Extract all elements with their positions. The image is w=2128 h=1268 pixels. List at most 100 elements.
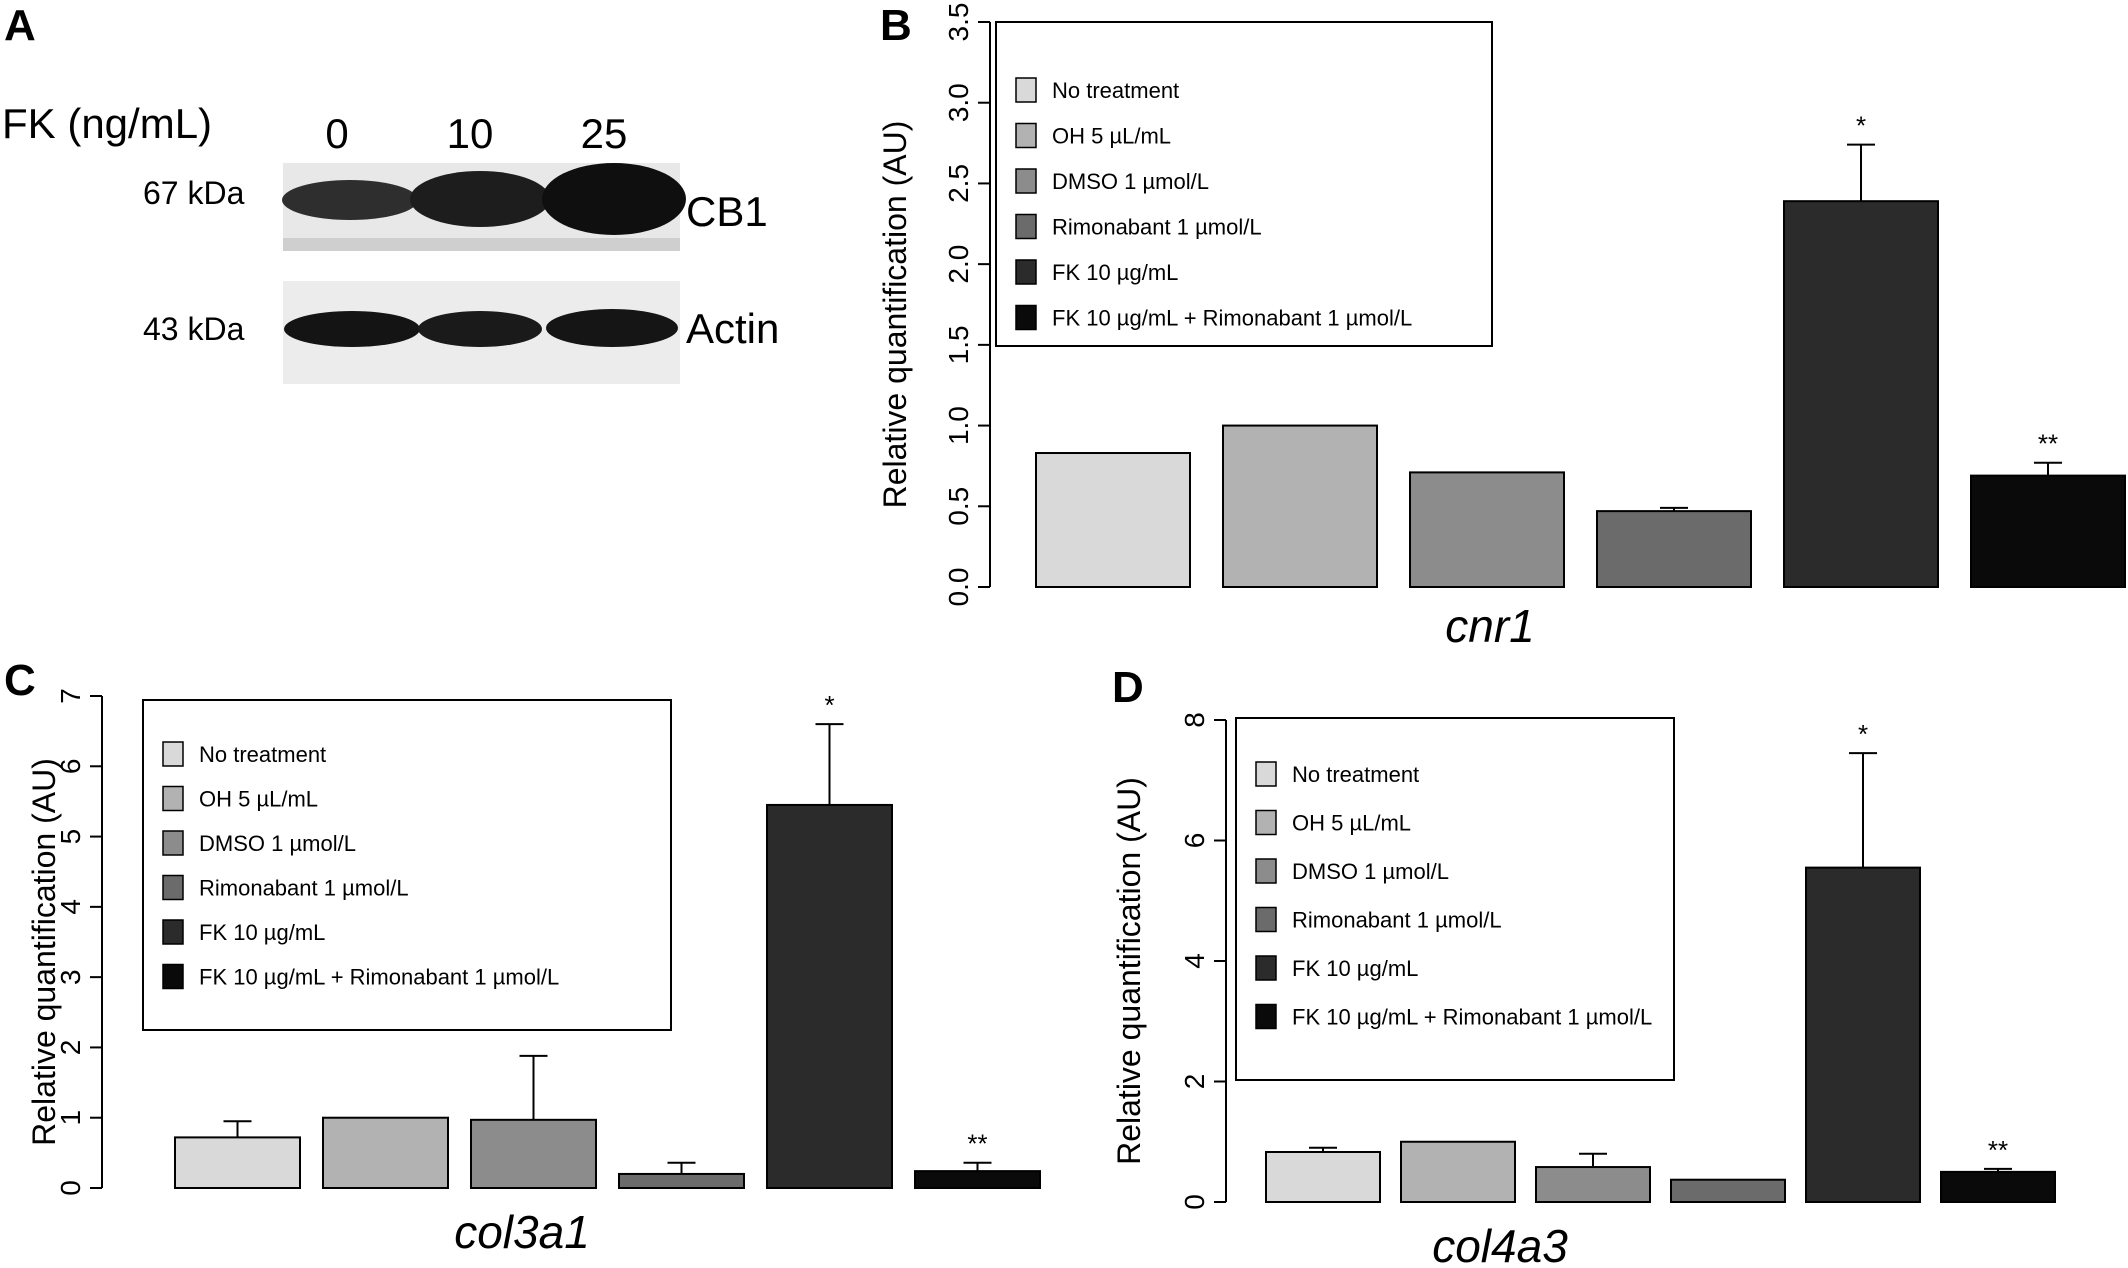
legend-swatch (1255, 1003, 1277, 1030)
lane-label-25: 25 (581, 110, 628, 157)
legend-swatch (162, 785, 184, 812)
y-tick-label: 0.0 (943, 568, 974, 607)
y-axis-label: Relative quantification (AU) (1111, 777, 1147, 1165)
legend-label: FK 10 µg/mL (1052, 260, 1178, 285)
legend-swatch (162, 741, 184, 767)
legend-swatch (162, 874, 184, 901)
legend-swatch (1015, 168, 1037, 194)
legend-swatch (1255, 955, 1277, 981)
y-tick-label: 3 (55, 969, 86, 985)
significance-label: * (824, 690, 834, 720)
cb1-name-label: CB1 (686, 188, 768, 235)
bar (1265, 1150, 1381, 1204)
y-tick-label: 2.5 (943, 164, 974, 203)
legend-swatch (1015, 122, 1037, 149)
legend-swatch (1015, 213, 1037, 240)
legend-label: No treatment (1292, 762, 1419, 787)
y-tick-label: 1 (55, 1110, 86, 1126)
y-tick-label: 6 (55, 758, 86, 774)
legend-label: DMSO 1 µmol/L (1052, 169, 1209, 194)
y-tick-label: 3.0 (943, 83, 974, 122)
y-tick-label: 2.0 (943, 245, 974, 284)
legend-label: FK 10 µg/mL + Rimonabant 1 µmol/L (1052, 306, 1412, 331)
legend-swatch (162, 919, 184, 945)
legend-label: FK 10 µg/mL + Rimonabant 1 µmol/L (199, 965, 559, 990)
legend-box (1235, 717, 1675, 1081)
legend-label: No treatment (1052, 78, 1179, 103)
bar (1970, 474, 2126, 588)
lane-label-10: 10 (447, 110, 494, 157)
panel-d-label: D (1112, 663, 1144, 712)
bar (618, 1172, 745, 1190)
legend-swatch (1015, 259, 1037, 285)
bar (914, 1170, 1041, 1190)
legend-swatch (1015, 304, 1037, 331)
y-tick-label: 0 (1179, 1194, 1210, 1210)
bar (1409, 471, 1565, 588)
y-tick-label: 6 (1179, 833, 1210, 849)
legend-label: OH 5 µL/mL (1052, 124, 1171, 149)
y-tick-label: 0.5 (943, 487, 974, 526)
bar (1400, 1140, 1516, 1203)
significance-label: * (1856, 111, 1866, 141)
legend-label: DMSO 1 µmol/L (199, 831, 356, 856)
cb1-blot-image (282, 163, 686, 251)
legend-label: DMSO 1 µmol/L (1292, 859, 1449, 884)
y-tick-label: 4 (1179, 953, 1210, 969)
significance-label: * (1858, 719, 1868, 749)
panel-b-chart: B 0.0 0.5 1.0 1.5 2.0 2.5 3.0 3.5 Relative quant… (877, 1, 2126, 652)
legend-swatch (1255, 858, 1277, 884)
bar (322, 1116, 449, 1189)
legend-box (142, 699, 672, 1031)
y-tick-label: 1.0 (943, 406, 974, 445)
legend-swatch (1255, 761, 1277, 787)
y-tick-label: 0 (55, 1180, 86, 1196)
actin-name-label: Actin (686, 305, 779, 352)
y-tick-label: 1.5 (943, 325, 974, 364)
legend-label: No treatment (199, 742, 326, 767)
legend-label: FK 10 µg/mL + Rimonabant 1 µmol/L (1292, 1005, 1652, 1030)
panel-a-label: A (4, 1, 36, 50)
actin-size-label: 43 kDa (143, 311, 245, 347)
actin-blot-image (283, 281, 680, 384)
legend-label: OH 5 µL/mL (1292, 811, 1411, 836)
bar (1222, 424, 1378, 589)
y-tick-label: 2 (1179, 1074, 1210, 1090)
significance-label: ** (1988, 1135, 2008, 1165)
panel-b-label: B (880, 1, 912, 50)
legend-swatch (1255, 906, 1277, 933)
legend-label: OH 5 µL/mL (199, 787, 318, 812)
y-tick-label: 3.5 (943, 3, 974, 42)
legend-swatch (162, 963, 184, 990)
bar (1035, 452, 1191, 588)
legend-swatch (162, 830, 184, 856)
y-tick-label: 5 (55, 829, 86, 845)
y-tick-label: 2 (55, 1040, 86, 1056)
bar (1670, 1178, 1786, 1204)
bar (174, 1136, 301, 1189)
legend-swatch (1255, 809, 1277, 836)
bar (1596, 510, 1752, 588)
y-tick-label: 8 (1179, 712, 1210, 728)
significance-label: ** (967, 1129, 987, 1159)
legend-label: FK 10 µg/mL (1292, 956, 1418, 981)
x-axis-label: col4a3 (1432, 1220, 1568, 1268)
legend-swatch (1015, 77, 1037, 103)
bar (1535, 1166, 1651, 1204)
legend-label: Rimonabant 1 µmol/L (1292, 908, 1502, 933)
bar (470, 1118, 597, 1190)
significance-label: ** (2038, 429, 2058, 459)
legend-label: Rimonabant 1 µmol/L (199, 876, 409, 901)
y-axis-label: Relative quantification (AU) (877, 121, 913, 509)
panel-c-label: C (4, 656, 36, 705)
legend-box (995, 21, 1493, 347)
cb1-size-label: 67 kDa (143, 175, 245, 211)
panel-a: A FK (ng/mL) 0 10 25 67 kDa CB1 43 kDa A… (2, 1, 779, 384)
bar (1805, 866, 1921, 1203)
bar (1940, 1170, 2056, 1203)
legend-label: FK 10 µg/mL (199, 920, 325, 945)
x-axis-label: col3a1 (454, 1206, 590, 1258)
